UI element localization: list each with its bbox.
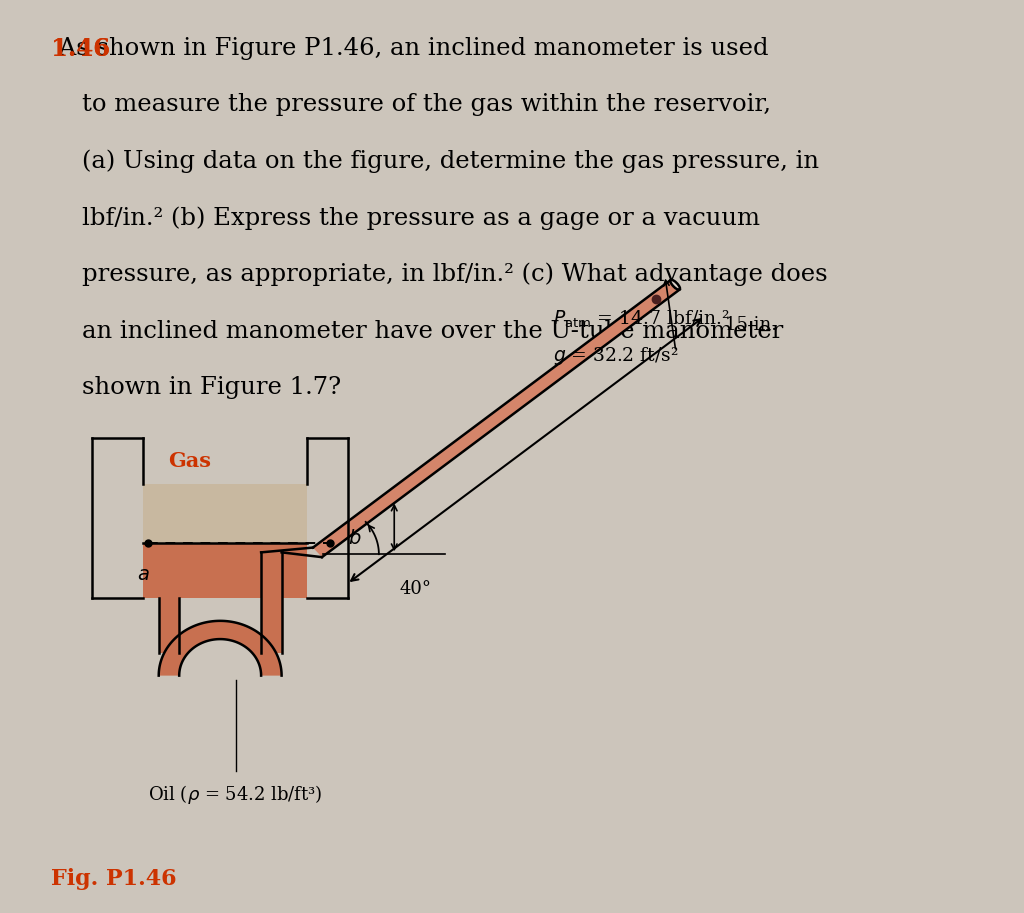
Text: shown in Figure 1.7?: shown in Figure 1.7? — [51, 376, 341, 399]
Text: Oil ($\rho$ = 54.2 lb/ft³): Oil ($\rho$ = 54.2 lb/ft³) — [148, 782, 323, 806]
Text: 40°: 40° — [399, 580, 431, 598]
Text: $a$: $a$ — [137, 566, 150, 584]
Text: to measure the pressure of the gas within the reservoir,: to measure the pressure of the gas withi… — [51, 93, 771, 116]
Text: 1.46: 1.46 — [51, 37, 111, 60]
Text: $g$ = 32.2 ft/s²: $g$ = 32.2 ft/s² — [553, 345, 678, 367]
Polygon shape — [159, 598, 179, 653]
Text: As shown in Figure P1.46, an inclined manometer is used: As shown in Figure P1.46, an inclined ma… — [51, 37, 769, 59]
Text: Fig. P1.46: Fig. P1.46 — [51, 868, 177, 890]
Polygon shape — [143, 543, 307, 598]
Text: an inclined manometer have over the U-tube manometer: an inclined manometer have over the U-tu… — [51, 320, 783, 342]
Text: pressure, as appropriate, in lbf/in.² (c) What advantage does: pressure, as appropriate, in lbf/in.² (c… — [51, 263, 827, 287]
Polygon shape — [261, 552, 282, 653]
Text: 15 in.: 15 in. — [725, 317, 777, 334]
Text: (a) Using data on the figure, determine the gas pressure, in: (a) Using data on the figure, determine … — [51, 150, 819, 173]
Text: $P_{\mathrm{atm}}$ = 14.7 lbf/in.²: $P_{\mathrm{atm}}$ = 14.7 lbf/in.² — [553, 309, 730, 331]
Polygon shape — [143, 484, 307, 543]
Polygon shape — [159, 621, 282, 676]
Text: lbf/in.² (b) Express the pressure as a gage or a vacuum: lbf/in.² (b) Express the pressure as a g… — [51, 206, 760, 230]
Text: Gas: Gas — [168, 451, 211, 471]
Text: 1.46: 1.46 — [51, 37, 111, 60]
Polygon shape — [313, 280, 680, 557]
Ellipse shape — [671, 279, 680, 289]
Text: $b$: $b$ — [348, 530, 361, 548]
